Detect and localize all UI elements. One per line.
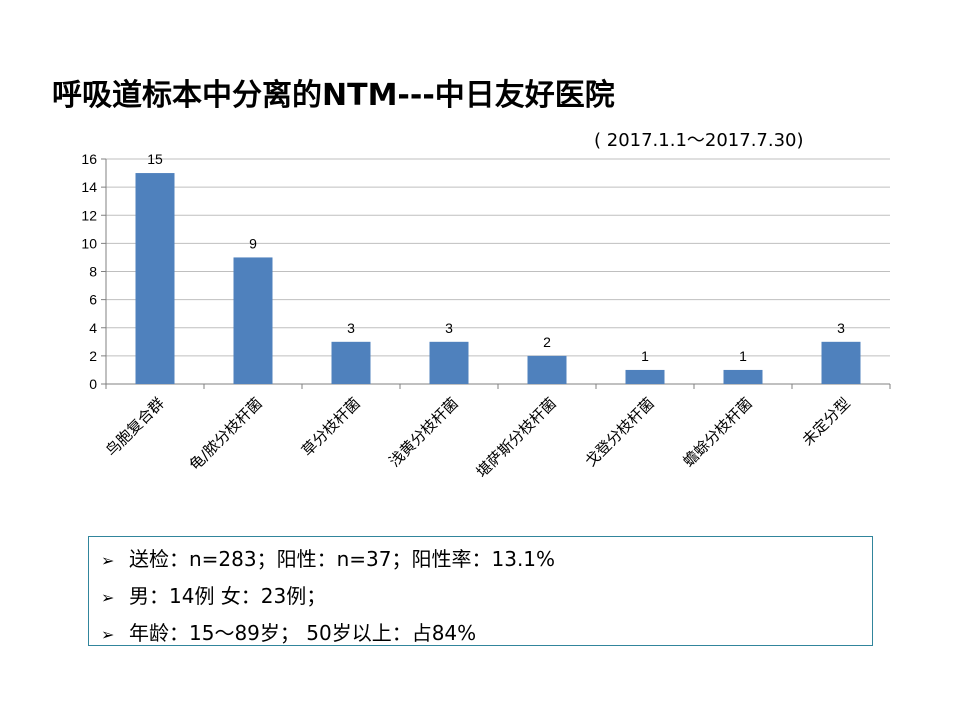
y-tick-label: 8 [89, 264, 97, 280]
summary-text-1: 送检：n=283；阳性：n=37；阳性率：13.1% [129, 547, 556, 571]
bar [331, 341, 371, 384]
data-label: 3 [837, 320, 845, 336]
category-label: 龟/脓分枝杆菌 [186, 394, 266, 474]
data-label: 15 [147, 151, 163, 167]
bar [527, 355, 567, 384]
arrow-bullet-icon: ➢ [101, 625, 115, 644]
y-tick-label: 0 [89, 376, 97, 392]
bar [135, 173, 175, 384]
y-tick-label: 10 [81, 235, 97, 251]
bar [429, 341, 469, 384]
bar [625, 369, 665, 384]
bar [821, 341, 861, 384]
data-label: 2 [543, 334, 551, 350]
summary-line-1: ➢ 送检：n=283；阳性：n=37；阳性率：13.1% [101, 541, 872, 578]
category-label: 蟾蜍分枝杆菌 [679, 394, 755, 470]
date-range: ( 2017.1.1～2017.7.30) [594, 130, 804, 151]
category-label: 浅黄分枝杆菌 [385, 394, 461, 470]
summary-line-3: ➢ 年龄：15～89岁； 50岁以上：占84% [101, 615, 872, 652]
y-tick-label: 6 [89, 292, 97, 308]
data-label: 3 [347, 320, 355, 336]
data-label: 1 [641, 348, 649, 364]
data-label: 1 [739, 348, 747, 364]
y-tick-label: 2 [89, 348, 97, 364]
y-tick-label: 12 [81, 207, 97, 223]
y-tick-label: 14 [81, 179, 97, 195]
category-label: 堪萨斯分枝杆菌 [473, 394, 560, 481]
summary-text-2: 男：14例 女：23例； [129, 584, 327, 608]
category-label: 草分枝杆菌 [298, 394, 364, 460]
y-tick-label: 16 [81, 151, 97, 167]
category-label: 未定分型 [799, 394, 854, 449]
summary-line-2: ➢ 男：14例 女：23例； [101, 578, 872, 615]
category-label: 鸟胞复合群 [102, 394, 168, 460]
data-label: 9 [249, 235, 257, 251]
summary-text-3: 年龄：15～89岁； 50岁以上：占84% [129, 621, 477, 645]
data-label: 3 [445, 320, 453, 336]
summary-box: ➢ 送检：n=283；阳性：n=37；阳性率：13.1% ➢ 男：14例 女：23例… [88, 536, 873, 646]
y-tick-label: 4 [89, 320, 97, 336]
bar [233, 257, 273, 384]
slide-title: 呼吸道标本中分离的NTM---中日友好医院 [52, 78, 615, 113]
arrow-bullet-icon: ➢ [101, 588, 115, 607]
arrow-bullet-icon: ➢ [101, 551, 115, 570]
category-label: 戈登分枝杆菌 [581, 394, 657, 470]
bar [723, 369, 763, 384]
